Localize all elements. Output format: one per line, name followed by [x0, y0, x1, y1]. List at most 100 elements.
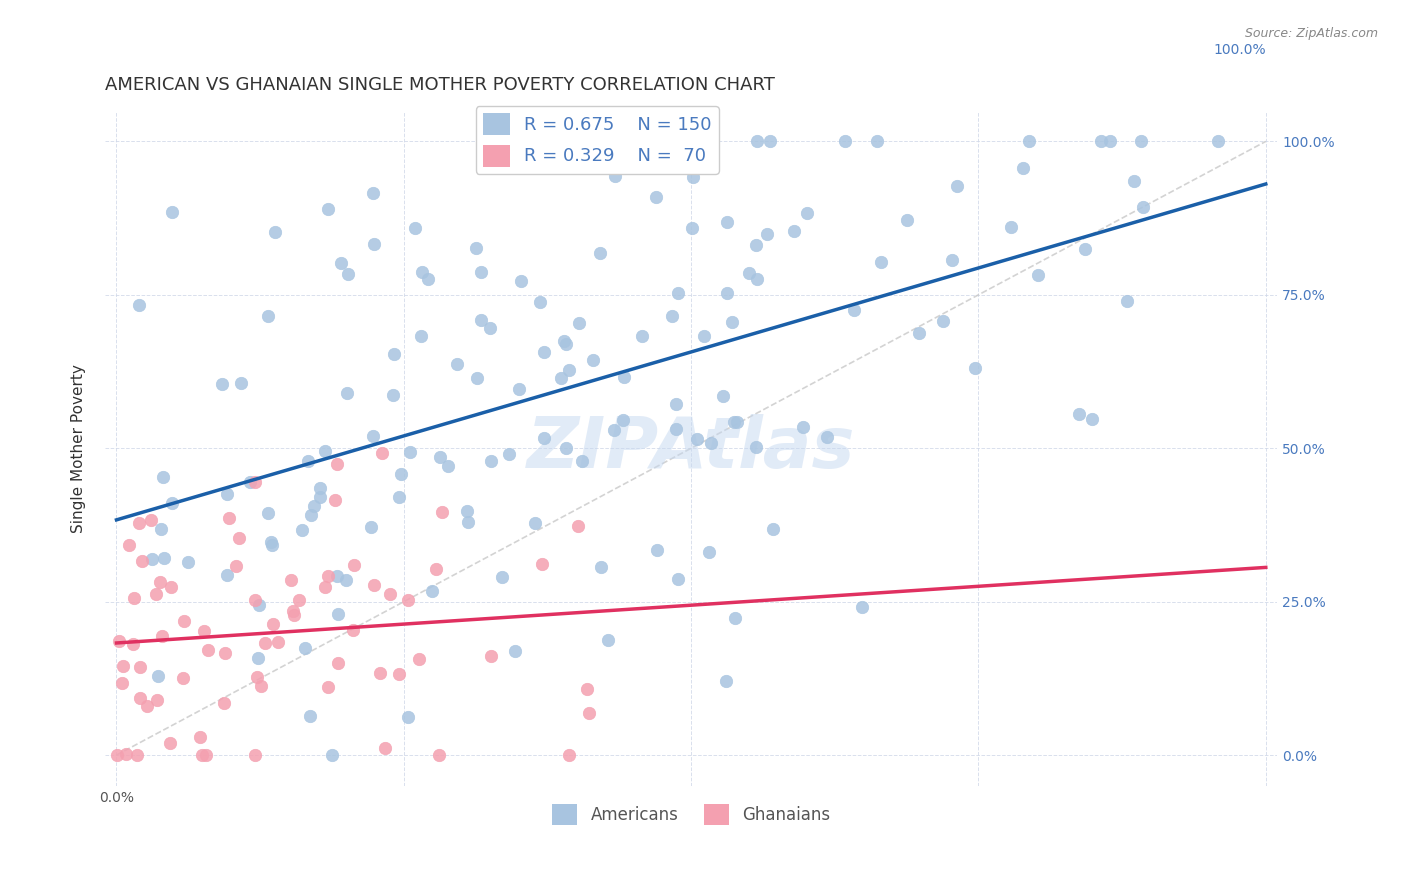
- Point: [288, 593, 311, 607]
- Point: [457, 515, 479, 529]
- Point: [550, 371, 572, 385]
- Point: [330, 256, 353, 270]
- Point: [470, 313, 492, 327]
- Point: [411, 264, 433, 278]
- Point: [491, 569, 513, 583]
- Point: [446, 357, 468, 371]
- Point: [1074, 242, 1097, 256]
- Legend: Americans, Ghanaians: Americans, Ghanaians: [546, 797, 837, 831]
- Point: [404, 221, 426, 235]
- Text: 100.0%: 100.0%: [1213, 43, 1265, 57]
- Point: [576, 682, 599, 697]
- Point: [661, 309, 683, 323]
- Point: [267, 634, 290, 648]
- Point: [172, 671, 194, 685]
- Point: [211, 377, 233, 392]
- Point: [699, 436, 721, 450]
- Point: [681, 221, 703, 235]
- Point: [533, 431, 555, 445]
- Point: [382, 388, 405, 402]
- Point: [128, 660, 150, 674]
- Point: [396, 710, 419, 724]
- Point: [247, 598, 270, 612]
- Point: [239, 475, 262, 490]
- Point: [335, 574, 357, 588]
- Point: [716, 215, 738, 229]
- Point: [416, 272, 439, 286]
- Point: [368, 666, 391, 681]
- Point: [665, 422, 688, 436]
- Point: [578, 706, 600, 720]
- Point: [152, 470, 174, 484]
- Point: [314, 580, 336, 594]
- Point: [363, 578, 385, 592]
- Point: [716, 286, 738, 301]
- Point: [297, 454, 319, 468]
- Point: [612, 413, 634, 427]
- Point: [508, 382, 530, 396]
- Point: [1132, 200, 1154, 214]
- Point: [427, 748, 450, 763]
- Point: [1090, 135, 1112, 149]
- Point: [162, 204, 184, 219]
- Point: [519, 156, 541, 170]
- Point: [257, 506, 280, 520]
- Point: [378, 587, 401, 601]
- Point: [321, 748, 343, 763]
- Point: [250, 679, 273, 693]
- Point: [571, 454, 593, 468]
- Point: [105, 748, 128, 763]
- Point: [932, 313, 955, 327]
- Point: [247, 651, 270, 665]
- Point: [510, 274, 533, 288]
- Point: [260, 538, 283, 552]
- Point: [283, 607, 305, 622]
- Point: [498, 447, 520, 461]
- Point: [1080, 411, 1102, 425]
- Point: [596, 633, 619, 648]
- Text: Source: ZipAtlas.com: Source: ZipAtlas.com: [1244, 27, 1378, 40]
- Point: [479, 321, 502, 335]
- Point: [1067, 408, 1090, 422]
- Point: [125, 748, 148, 763]
- Point: [118, 538, 141, 552]
- Point: [723, 415, 745, 429]
- Point: [197, 643, 219, 657]
- Point: [139, 513, 162, 527]
- Point: [253, 636, 276, 650]
- Point: [1123, 174, 1146, 188]
- Point: [323, 492, 346, 507]
- Point: [759, 135, 782, 149]
- Point: [558, 362, 581, 376]
- Point: [589, 246, 612, 260]
- Point: [291, 523, 314, 537]
- Point: [396, 593, 419, 607]
- Point: [302, 499, 325, 513]
- Point: [326, 569, 349, 583]
- Point: [1206, 135, 1229, 149]
- Point: [834, 135, 856, 149]
- Point: [316, 202, 339, 216]
- Point: [336, 386, 359, 401]
- Point: [149, 575, 172, 590]
- Point: [309, 481, 332, 495]
- Point: [582, 353, 605, 368]
- Point: [316, 680, 339, 694]
- Point: [792, 420, 814, 434]
- Point: [173, 615, 195, 629]
- Point: [721, 315, 744, 329]
- Point: [280, 573, 302, 587]
- Point: [558, 748, 581, 763]
- Point: [141, 551, 163, 566]
- Point: [429, 450, 451, 465]
- Point: [361, 186, 384, 200]
- Point: [361, 429, 384, 443]
- Point: [747, 135, 769, 149]
- Point: [294, 641, 316, 656]
- Point: [941, 253, 963, 268]
- Point: [308, 490, 330, 504]
- Point: [389, 467, 412, 482]
- Point: [479, 454, 502, 468]
- Point: [298, 709, 321, 723]
- Point: [437, 459, 460, 474]
